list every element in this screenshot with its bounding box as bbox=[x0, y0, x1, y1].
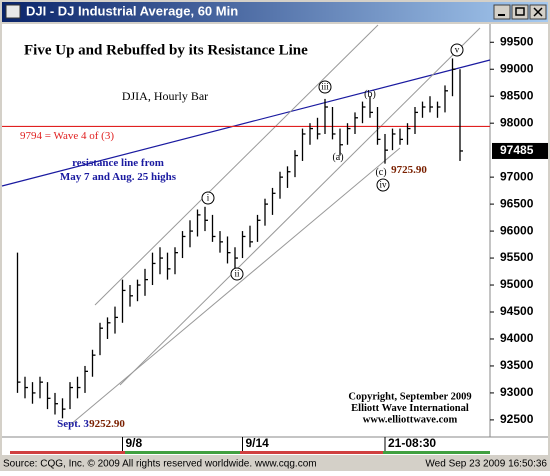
chart-subtitle: DJIA, Hourly Bar bbox=[122, 89, 208, 103]
resistance-line bbox=[1, 59, 491, 187]
annotation: (a) bbox=[332, 152, 343, 163]
y-tick-label: 95500 bbox=[500, 250, 534, 264]
last-price-box bbox=[492, 142, 548, 159]
wave-circle bbox=[230, 267, 244, 281]
session-strip bbox=[10, 451, 490, 454]
annotation: (c) bbox=[375, 167, 386, 178]
copyright: Elliott Wave International bbox=[351, 403, 469, 414]
wave-circle bbox=[450, 43, 464, 57]
annotation: iv bbox=[379, 180, 387, 190]
x-tick-label: 9/8 bbox=[126, 436, 143, 450]
annotation: iii bbox=[321, 82, 329, 92]
x-tick-label: 9/14 bbox=[246, 436, 270, 450]
annotation: i bbox=[207, 193, 210, 203]
y-tick-label: 95000 bbox=[500, 277, 534, 291]
wave-circle bbox=[318, 80, 332, 94]
maximize-button[interactable] bbox=[511, 4, 529, 20]
minimize-button[interactable] bbox=[493, 4, 511, 20]
y-tick-label: 96000 bbox=[500, 223, 534, 237]
annotation: 9252.90 bbox=[89, 418, 125, 430]
annotation: 9725.90 bbox=[391, 164, 427, 176]
y-tick-label: 92500 bbox=[500, 412, 534, 426]
chart-title: Five Up and Rebuffed by its Resistance L… bbox=[24, 42, 308, 58]
y-tick-label: 99000 bbox=[500, 61, 534, 75]
y-tick-label: 93000 bbox=[500, 385, 534, 399]
close-icon bbox=[533, 7, 543, 17]
chart-area bbox=[2, 24, 548, 455]
channel-line bbox=[69, 147, 401, 426]
y-tick-label: 97000 bbox=[500, 169, 534, 183]
window-buttons[interactable] bbox=[493, 4, 547, 20]
y-tick-label: 99500 bbox=[500, 34, 534, 48]
channel-line bbox=[119, 27, 481, 386]
y-tick-label: 94000 bbox=[500, 331, 534, 345]
annotation: Sept. 3 bbox=[57, 418, 89, 430]
copyright: www.elliottwave.com bbox=[363, 414, 458, 425]
y-tick-label: 94500 bbox=[500, 304, 534, 318]
title-bar bbox=[2, 2, 548, 22]
annotation: v bbox=[455, 45, 460, 55]
maximize-icon bbox=[515, 7, 525, 16]
wave4-label: 9794 = Wave 4 of (3) bbox=[20, 130, 114, 142]
y-tick-label: 98500 bbox=[500, 88, 534, 102]
wave-circle bbox=[376, 178, 390, 192]
status-source: Source: CQG, Inc. © 2009 All rights rese… bbox=[3, 459, 317, 470]
y-tick-label: 98000 bbox=[500, 115, 534, 129]
window-title: DJI - DJ Industrial Average, 60 Min bbox=[26, 3, 238, 18]
session-strip bbox=[383, 451, 490, 454]
status-datetime: Wed Sep 23 2009 16:50:36 bbox=[425, 459, 547, 470]
x-tick-label: 21-08:30 bbox=[388, 436, 436, 450]
annotation: (b) bbox=[364, 89, 376, 100]
last-price-label: 97485 bbox=[500, 143, 534, 157]
y-tick-label: 96500 bbox=[500, 196, 534, 210]
app-icon bbox=[5, 4, 21, 19]
status-bar bbox=[0, 455, 550, 471]
annotation: ii bbox=[234, 269, 240, 279]
channel-line bbox=[94, 24, 379, 306]
y-tick-label: 93500 bbox=[500, 358, 534, 372]
annotation: May 7 and Aug. 25 highs bbox=[60, 171, 177, 183]
session-strip bbox=[125, 451, 240, 454]
wave-circle bbox=[201, 191, 215, 205]
copyright: Copyright, September 2009 bbox=[348, 391, 471, 402]
annotation: resistance line from bbox=[72, 157, 164, 169]
